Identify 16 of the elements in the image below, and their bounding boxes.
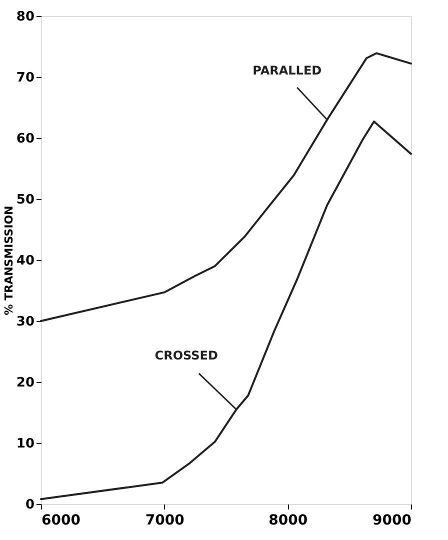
annotation: CROSSED: [154, 348, 218, 362]
y-tick-label: 0: [25, 498, 34, 512]
y-tick-label: 80: [16, 10, 34, 24]
y-tick-label: 10: [16, 436, 34, 452]
x-tick-label: 8000: [268, 512, 308, 528]
x-tick-label: 7000: [145, 512, 185, 528]
y-tick-label: 20: [16, 376, 34, 390]
y-tick-label: 60: [16, 132, 34, 146]
y-axis-title: % TRANSMISSION: [2, 206, 16, 316]
y-tick-label: 70: [16, 70, 34, 86]
x-tick-label: 6000: [42, 512, 81, 528]
y-tick-label: 30: [16, 314, 34, 330]
x-tick-label: 9000: [372, 512, 412, 528]
y-tick-label: 50: [16, 192, 34, 208]
y-tick-label: 40: [16, 254, 34, 268]
annotation: PARALLED: [252, 64, 322, 78]
